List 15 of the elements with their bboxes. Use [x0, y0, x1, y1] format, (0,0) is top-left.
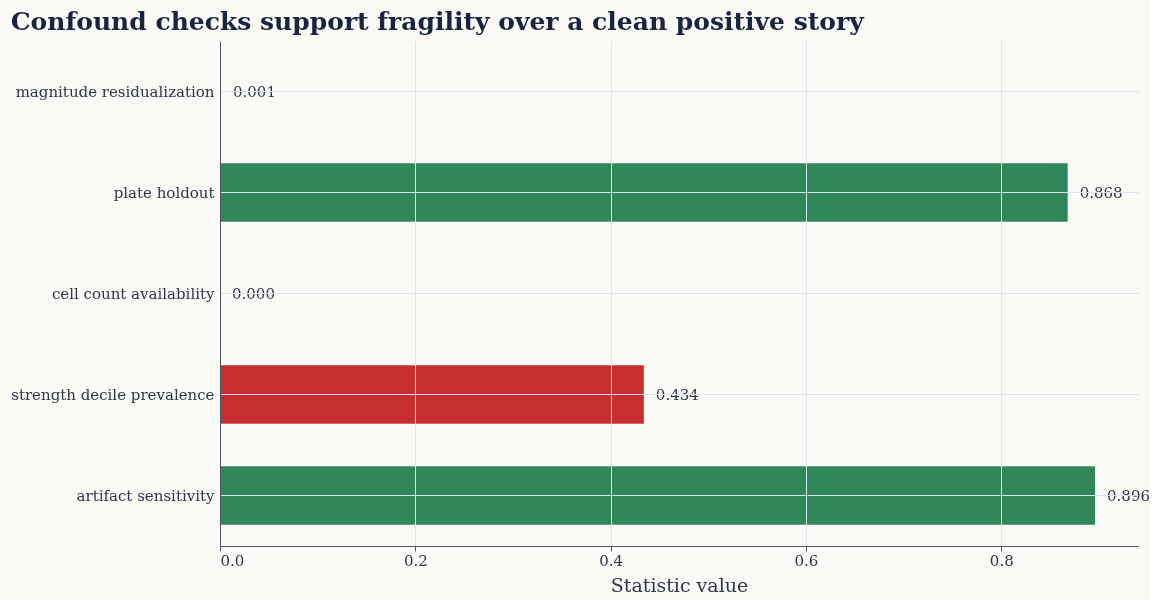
x-axis-title: Statistic value — [610, 573, 749, 596]
x-tick-label: 0.4 — [599, 551, 624, 570]
chart-title: Confound checks support fragility over a clean positive story — [10, 7, 866, 36]
x-tick-label: 0.6 — [794, 551, 819, 570]
y-tick-label: plate holdout — [113, 183, 215, 202]
bar — [220, 466, 1096, 525]
bar — [220, 163, 1068, 222]
bar — [220, 365, 644, 424]
y-tick-label: magnitude residualization — [15, 82, 215, 101]
x-tick-label: 0.0 — [220, 551, 245, 570]
y-tick-label: strength decile prevalence — [11, 385, 215, 404]
y-tick-label: cell count availability — [51, 284, 216, 303]
x-tick-label: 0.8 — [989, 551, 1014, 570]
x-tick-label: 0.2 — [403, 551, 428, 570]
y-tick-label: artifact sensitivity — [76, 486, 216, 505]
